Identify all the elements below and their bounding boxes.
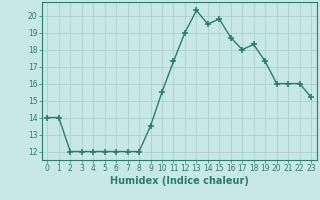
X-axis label: Humidex (Indice chaleur): Humidex (Indice chaleur) xyxy=(110,176,249,186)
